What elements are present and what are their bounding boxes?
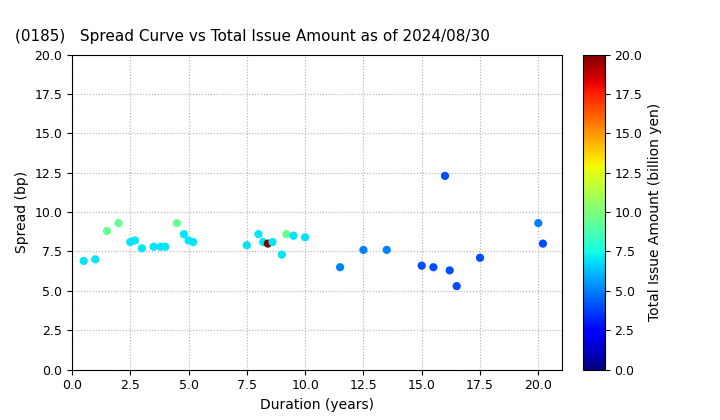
Point bbox=[113, 220, 125, 226]
Point bbox=[136, 245, 148, 252]
Point bbox=[451, 283, 462, 289]
Point bbox=[444, 267, 456, 274]
Point bbox=[266, 239, 278, 245]
Point bbox=[262, 240, 274, 247]
Point bbox=[276, 251, 287, 258]
Y-axis label: Spread (bp): Spread (bp) bbox=[15, 171, 29, 253]
Point bbox=[183, 237, 194, 244]
Point bbox=[537, 240, 549, 247]
X-axis label: Duration (years): Duration (years) bbox=[260, 398, 374, 412]
Point bbox=[334, 264, 346, 270]
Point bbox=[78, 257, 89, 264]
Point bbox=[155, 243, 166, 250]
Point bbox=[533, 220, 544, 226]
Point bbox=[178, 231, 189, 238]
Point bbox=[89, 256, 101, 263]
Point bbox=[253, 231, 264, 238]
Text: (0185)   Spread Curve vs Total Issue Amount as of 2024/08/30: (0185) Spread Curve vs Total Issue Amoun… bbox=[14, 29, 490, 45]
Point bbox=[171, 220, 183, 226]
Point bbox=[428, 264, 439, 270]
Point bbox=[258, 239, 269, 245]
Point bbox=[241, 242, 253, 249]
Point bbox=[129, 237, 140, 244]
Point bbox=[187, 239, 199, 245]
Point bbox=[300, 234, 311, 241]
Point bbox=[381, 247, 392, 253]
Point bbox=[288, 232, 300, 239]
Point bbox=[160, 243, 171, 250]
Point bbox=[474, 255, 486, 261]
Point bbox=[102, 228, 113, 234]
Point bbox=[358, 247, 369, 253]
Y-axis label: Total Issue Amount (billion yen): Total Issue Amount (billion yen) bbox=[648, 103, 662, 321]
Point bbox=[281, 231, 292, 238]
Point bbox=[148, 243, 159, 250]
Point bbox=[416, 262, 428, 269]
Point bbox=[125, 239, 136, 245]
Point bbox=[439, 173, 451, 179]
